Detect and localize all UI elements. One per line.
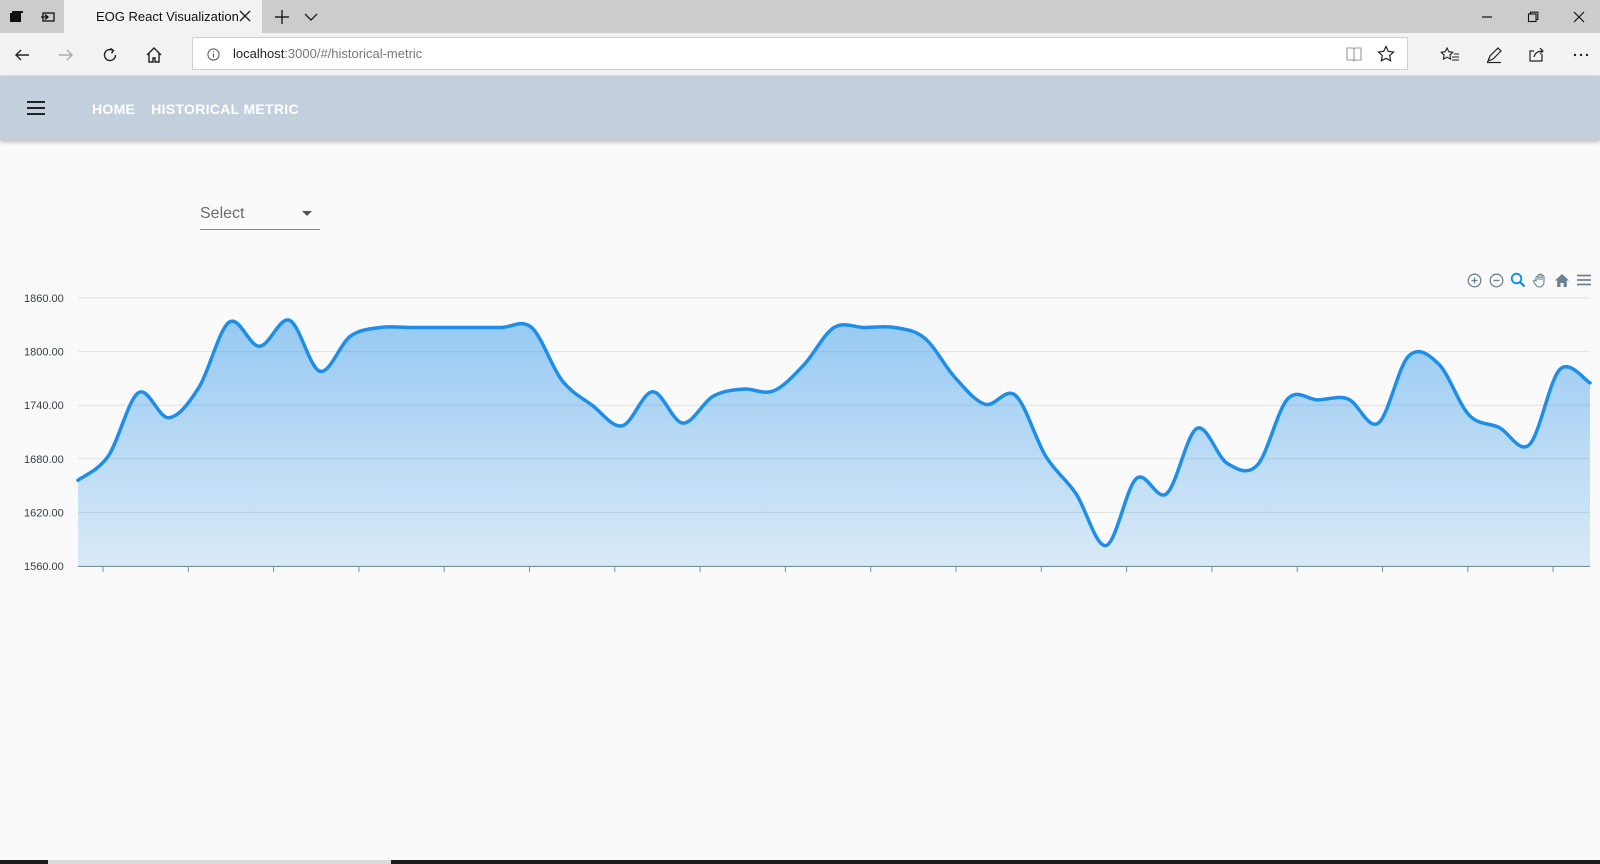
app-header: HOME HISTORICAL METRIC [0, 76, 1600, 140]
pen-icon[interactable] [1480, 41, 1508, 69]
favorite-star-icon[interactable] [1377, 45, 1395, 63]
chevron-down-icon [302, 211, 312, 216]
y-tick-label: 1860.00 [24, 293, 64, 305]
new-tab-icon[interactable] [272, 7, 292, 27]
tab-manager-icon[interactable] [0, 0, 32, 33]
y-tick-label: 1620.00 [24, 507, 64, 519]
y-tick-label: 1740.00 [24, 400, 64, 412]
tab-menu-icon[interactable] [302, 9, 320, 25]
y-axis-labels: 1860.00 1800.00 1740.00 1680.00 1620.00 1560.… [24, 293, 64, 573]
reset-home-icon[interactable] [1552, 270, 1572, 290]
url-text[interactable]: localhost:3000/#/historical-metric [233, 46, 422, 61]
share-icon[interactable] [1523, 41, 1551, 69]
close-window-icon[interactable] [1556, 0, 1600, 33]
reading-view-icon[interactable] [1345, 46, 1363, 62]
series-area [78, 319, 1590, 566]
set-aside-tabs-icon[interactable] [32, 0, 64, 33]
taskbar-strip [0, 860, 1600, 864]
pan-icon[interactable] [1530, 270, 1550, 290]
y-tick-label: 1680.00 [24, 454, 64, 466]
active-tab[interactable]: EOG React Visualization [64, 0, 262, 33]
select-label: Select [200, 205, 245, 222]
back-icon[interactable] [8, 41, 36, 69]
y-tick-label: 1560.00 [24, 561, 64, 573]
series-line [76, 318, 1592, 548]
close-icon[interactable] [238, 9, 252, 23]
nav-historical-metric[interactable]: HISTORICAL METRIC [151, 101, 299, 117]
zoom-select-icon[interactable] [1508, 270, 1528, 290]
hamburger-menu-icon[interactable] [26, 98, 46, 118]
more-icon[interactable] [1567, 41, 1595, 69]
info-icon[interactable] [207, 48, 220, 61]
zoom-in-icon[interactable] [1464, 270, 1484, 290]
refresh-icon[interactable] [96, 41, 124, 69]
tab-title: EOG React Visualization [96, 9, 239, 24]
address-bar[interactable]: localhost:3000/#/historical-metric [192, 37, 1408, 70]
forward-icon[interactable] [52, 41, 80, 69]
y-tick-label: 1800.00 [24, 347, 64, 359]
menu-icon[interactable] [1574, 270, 1594, 290]
favorites-icon[interactable] [1436, 41, 1464, 69]
metric-select[interactable]: Select [200, 196, 320, 230]
url-host: localhost [233, 46, 285, 61]
zoom-out-icon[interactable] [1486, 270, 1506, 290]
url-path: :3000/#/historical-metric [284, 46, 423, 61]
chart-toolbar [1464, 270, 1594, 290]
home-icon[interactable] [140, 41, 168, 69]
historical-metric-chart[interactable]: 1860.00 1800.00 1740.00 1680.00 1620.00 1560.… [0, 268, 1600, 598]
nav-home[interactable]: HOME [92, 101, 136, 117]
browser-tab-strip: EOG React Visualization [0, 0, 1600, 33]
browser-toolbar: localhost:3000/#/historical-metric [0, 33, 1600, 76]
maximize-icon[interactable] [1510, 0, 1556, 33]
scroll-thumb[interactable] [48, 860, 391, 864]
app-nav: HOME HISTORICAL METRIC [92, 101, 315, 117]
x-axis-ticks [102, 566, 1554, 572]
minimize-icon[interactable] [1464, 0, 1510, 33]
